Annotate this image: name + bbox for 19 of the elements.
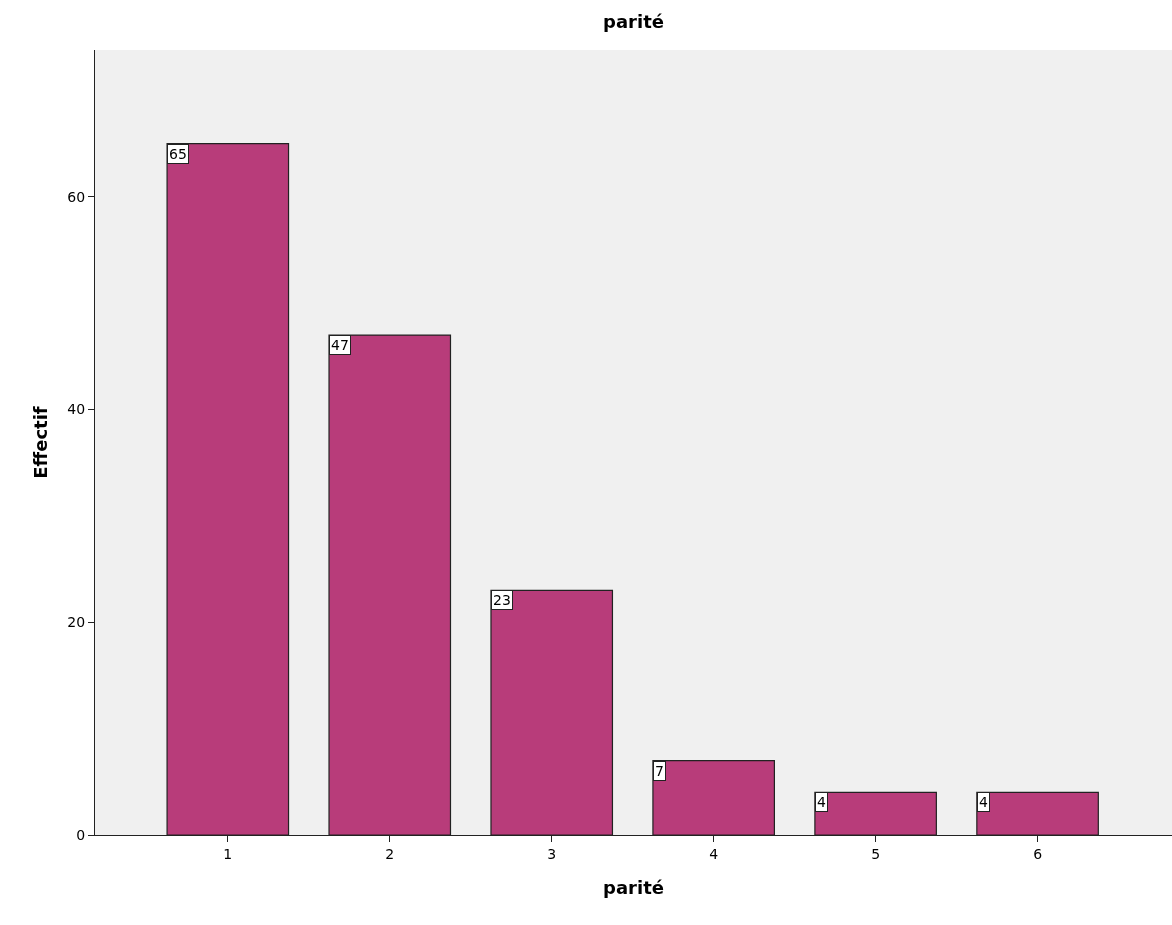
x-tick-label: 4 (709, 845, 719, 862)
chart-title: parité (603, 11, 664, 33)
data-label: 65 (169, 146, 187, 162)
data-label: 4 (979, 794, 988, 810)
x-tick-label: 3 (547, 845, 557, 862)
y-tick-label: 0 (76, 826, 86, 843)
data-label: 7 (655, 763, 664, 779)
y-tick-label: 20 (67, 614, 86, 631)
x-tick-label: 2 (385, 845, 395, 862)
x-tick-label: 5 (871, 845, 881, 862)
x-tick-label: 6 (1033, 845, 1043, 862)
y-tick-label: 40 (67, 401, 86, 418)
data-label: 47 (331, 337, 349, 353)
y-axis-title: Effectif (29, 406, 51, 479)
x-axis-title: parité (603, 876, 664, 898)
data-label: 4 (817, 794, 826, 810)
data-label: 23 (493, 592, 511, 608)
y-tick-label: 60 (67, 188, 86, 205)
x-tick-label: 1 (223, 845, 233, 862)
